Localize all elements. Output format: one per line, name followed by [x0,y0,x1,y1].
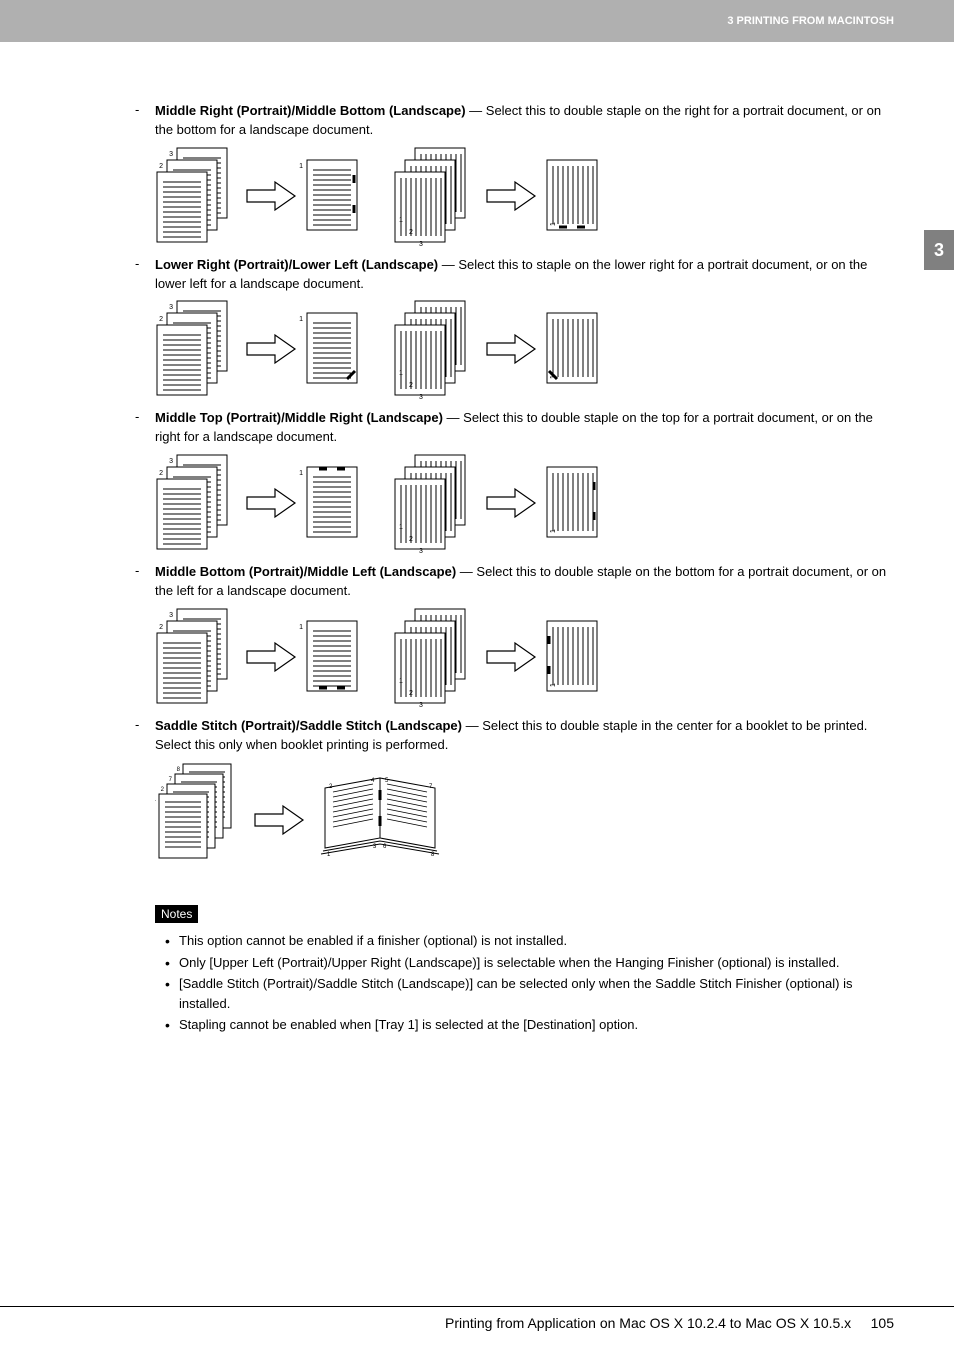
svg-text:2: 2 [159,316,163,323]
svg-text:2: 2 [409,690,413,697]
diagram-row: 32113211 [155,146,894,246]
bullet-dash: - [135,256,155,271]
svg-text:2: 2 [159,163,163,170]
svg-text:8: 8 [177,767,181,773]
note-item: [Saddle Stitch (Portrait)/Saddle Stitch … [165,974,894,1013]
header-bar: 3 PRINTING FROM MACINTOSH [0,0,954,42]
option-text: Middle Bottom (Portrait)/Middle Left (La… [155,563,894,601]
svg-text:1: 1 [299,470,303,477]
svg-text:3: 3 [169,151,173,158]
staple-diagram: 32113211 [155,146,625,246]
svg-text:1: 1 [399,217,403,224]
option-title: Middle Top (Portrait)/Middle Right (Land… [155,410,443,425]
note-item: This option cannot be enabled if a finis… [165,931,894,951]
footer-text: Printing from Application on Mac OS X 10… [445,1315,851,1331]
chapter-title: 3 PRINTING FROM MACINTOSH [727,15,894,27]
option-title: Saddle Stitch (Portrait)/Saddle Stitch (… [155,718,462,733]
diagram-row: 32113211 [155,607,894,707]
staple-diagram: 32113211 [155,453,625,553]
svg-text:1: 1 [399,524,403,531]
svg-text:1: 1 [299,163,303,170]
svg-text:1: 1 [550,222,557,226]
svg-text:1: 1 [399,370,403,377]
svg-text:3: 3 [419,548,423,553]
svg-text:3: 3 [419,394,423,399]
svg-text:3: 3 [169,458,173,465]
svg-text:3: 3 [419,702,423,707]
option-title: Lower Right (Portrait)/Lower Left (Lands… [155,257,438,272]
svg-text:1: 1 [299,624,303,631]
notes-list: This option cannot be enabled if a finis… [135,931,894,1035]
option-text: Middle Top (Portrait)/Middle Right (Land… [155,409,894,447]
svg-text:1: 1 [155,797,157,803]
bullet-dash: - [135,102,155,117]
footer: Printing from Application on Mac OS X 10… [0,1306,954,1351]
svg-text:2: 2 [159,624,163,631]
note-item: Stapling cannot be enabled when [Tray 1]… [165,1015,894,1035]
svg-text:7: 7 [169,777,173,783]
svg-text:2: 2 [409,382,413,389]
svg-text:3: 3 [419,241,423,246]
staple-diagram: 872124571368 [155,760,495,875]
svg-text:2: 2 [159,470,163,477]
diagram-row: 872124571368 [155,760,894,875]
notes-label: Notes [155,905,198,923]
option-text: Saddle Stitch (Portrait)/Saddle Stitch (… [155,717,894,755]
page-number: 105 [871,1315,894,1331]
svg-text:3: 3 [169,612,173,619]
option-item: -Middle Top (Portrait)/Middle Right (Lan… [135,409,894,447]
svg-text:2: 2 [409,536,413,543]
option-text: Lower Right (Portrait)/Lower Left (Lands… [155,256,894,294]
svg-text:1: 1 [399,678,403,685]
option-title: Middle Bottom (Portrait)/Middle Left (La… [155,564,456,579]
svg-text:1: 1 [550,529,557,533]
svg-text:1: 1 [299,316,303,323]
option-title: Middle Right (Portrait)/Middle Bottom (L… [155,103,466,118]
staple-diagram: 32113211 [155,299,625,399]
diagram-row: 32113211 [155,299,894,399]
content-area: -Middle Right (Portrait)/Middle Bottom (… [0,42,954,1242]
option-item: -Saddle Stitch (Portrait)/Saddle Stitch … [135,717,894,755]
diagram-row: 32113211 [155,453,894,553]
option-item: -Lower Right (Portrait)/Lower Left (Land… [135,256,894,294]
option-item: -Middle Right (Portrait)/Middle Bottom (… [135,102,894,140]
svg-text:3: 3 [169,304,173,311]
bullet-dash: - [135,563,155,578]
bullet-dash: - [135,409,155,424]
option-item: -Middle Bottom (Portrait)/Middle Left (L… [135,563,894,601]
note-item: Only [Upper Left (Portrait)/Upper Right … [165,953,894,973]
option-text: Middle Right (Portrait)/Middle Bottom (L… [155,102,894,140]
staple-diagram: 32113211 [155,607,625,707]
svg-text:1: 1 [550,683,557,687]
svg-text:2: 2 [409,229,413,236]
bullet-dash: - [135,717,155,732]
svg-text:2: 2 [161,787,165,793]
